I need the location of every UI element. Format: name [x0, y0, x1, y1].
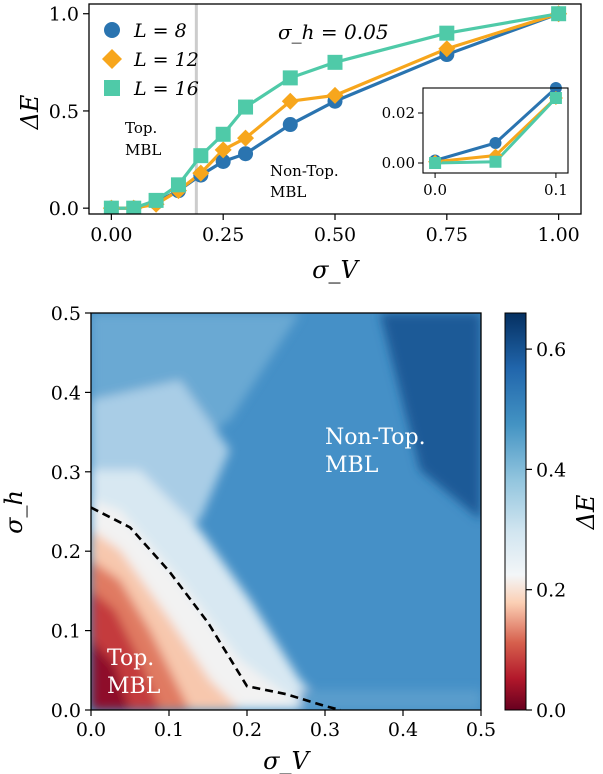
heatmap-x-tick-label: 0.5 — [466, 719, 496, 741]
data-point — [215, 154, 231, 169]
heatmap-x-tick-label: 0.3 — [310, 719, 340, 741]
inset-ticks: 0.0 0.1 0.00 0.02 — [382, 104, 568, 199]
inset-chart: 0.0 0.1 0.00 0.02 — [382, 82, 569, 199]
legend-entry: L = 16 — [133, 78, 199, 100]
legend-marker-square — [104, 80, 120, 96]
colorbar-tick-label: 0.6 — [536, 339, 566, 361]
inset-frame — [422, 87, 569, 174]
heatmap-y-tick-label: 0.5 — [51, 303, 81, 325]
data-point — [148, 192, 164, 208]
heatmap-y-tick-label: 0.0 — [51, 700, 81, 722]
inset-data-point — [489, 137, 502, 149]
heatmap-y-tick-label: 0.2 — [51, 541, 81, 563]
colorbar-ticks: 0.0 0.2 0.4 0.6 — [526, 339, 566, 722]
heatmap-x-tick-label: 0.1 — [154, 719, 184, 741]
data-point — [439, 25, 455, 41]
x-tick-label: 1.00 — [537, 224, 579, 246]
heatmap-x-axis-ticks: 0.0 0.1 0.2 0.3 0.4 0.5 — [76, 710, 496, 741]
heatmap-y-axis-label: σ_h — [0, 490, 28, 534]
colorbar-tick-label: 0.2 — [536, 580, 566, 602]
x-tick-label: 0.50 — [314, 224, 356, 246]
colorbar-tick-label: 0.4 — [536, 459, 566, 481]
y-axis-ticks: 0.0 0.5 1.0 — [49, 4, 89, 220]
data-point — [237, 129, 255, 147]
legend-marker-circle — [104, 22, 120, 38]
line-series-group — [102, 5, 568, 214]
heatmap-frame — [90, 312, 482, 711]
data-point — [103, 200, 119, 214]
data-point — [327, 54, 343, 70]
data-point — [192, 164, 210, 182]
data-point — [282, 70, 298, 86]
legend-entry: L = 12 — [133, 49, 199, 71]
heatmap-panel: Non-Top. MBL Top. MBL 0.0 0.1 0.2 0.3 0.4 0.5… — [0, 303, 600, 774]
data-point — [215, 126, 231, 142]
data-point — [282, 117, 298, 133]
heatmap-x-axis-label: σ_V — [263, 747, 311, 774]
inset-series-group — [428, 82, 563, 169]
colorbar — [504, 312, 527, 711]
inset-data-point — [489, 155, 502, 168]
annotation-nontop-mbl-line2: MBL — [270, 183, 306, 201]
inset-x-tick-label: 0.1 — [544, 181, 568, 199]
data-point — [281, 92, 299, 110]
data-point — [238, 146, 254, 162]
y-tick-label: 0.0 — [49, 198, 79, 220]
inset-data-point — [549, 92, 562, 104]
legend-marker-diamond — [102, 49, 122, 69]
data-point — [551, 6, 567, 22]
annotation-nontop-mbl-line1: Non-Top. — [270, 162, 339, 180]
x-axis-label: σ_V — [312, 256, 360, 284]
heatmap-y-tick-label: 0.4 — [51, 382, 81, 404]
x-tick-label: 0.00 — [90, 224, 132, 246]
data-point — [238, 99, 254, 115]
heatmap-field — [91, 313, 481, 710]
inset-x-tick-label: 0.0 — [423, 181, 447, 199]
parameter-label: σ_h = 0.05 — [278, 20, 389, 44]
region-label-nontop-line2: MBL — [325, 453, 379, 478]
legend-entry: L = 8 — [133, 20, 187, 42]
x-axis-ticks: 0.00 0.25 0.50 0.75 1.00 — [90, 214, 580, 246]
heatmap-y-tick-label: 0.3 — [51, 462, 81, 484]
inset-y-tick-label: 0.00 — [382, 154, 415, 172]
inset-y-tick-label: 0.02 — [382, 104, 415, 122]
annotation-top-mbl-line1: Top. — [125, 119, 157, 137]
data-point — [193, 148, 209, 164]
data-point — [170, 177, 186, 193]
heatmap-x-tick-label: 0.4 — [388, 719, 418, 741]
heatmap-x-tick-label: 0.0 — [76, 719, 106, 741]
data-point — [326, 86, 344, 104]
data-point — [438, 40, 456, 58]
y-tick-label: 0.5 — [49, 101, 79, 123]
region-label-nontop-line1: Non-Top. — [325, 425, 426, 450]
x-tick-label: 0.75 — [426, 224, 468, 246]
heatmap-y-tick-label: 0.1 — [51, 621, 81, 643]
colorbar-label: ΔE — [572, 494, 600, 530]
phase-boundary-dashed — [91, 506, 341, 710]
data-point — [214, 141, 232, 159]
heatmap-y-axis-ticks: 0.0 0.1 0.2 0.3 0.4 0.5 — [51, 303, 91, 722]
data-point — [126, 200, 142, 214]
legend: L = 8 L = 12 L = 16 — [102, 20, 199, 100]
colorbar-tick-label: 0.0 — [536, 700, 566, 722]
y-tick-label: 1.0 — [49, 4, 79, 26]
region-label-top-line1: Top. — [107, 646, 154, 671]
region-label-top-line2: MBL — [107, 674, 161, 699]
y-axis-label: ΔE — [16, 94, 44, 130]
annotation-top-mbl-line2: MBL — [125, 141, 161, 159]
x-tick-label: 0.25 — [202, 224, 244, 246]
line-chart-panel: 0.00 0.25 0.50 0.75 1.00 0.0 0.5 1.0 σ_V ΔE σ_… — [16, 3, 582, 284]
inset-data-point — [429, 157, 442, 169]
heatmap-x-tick-label: 0.2 — [232, 719, 262, 741]
